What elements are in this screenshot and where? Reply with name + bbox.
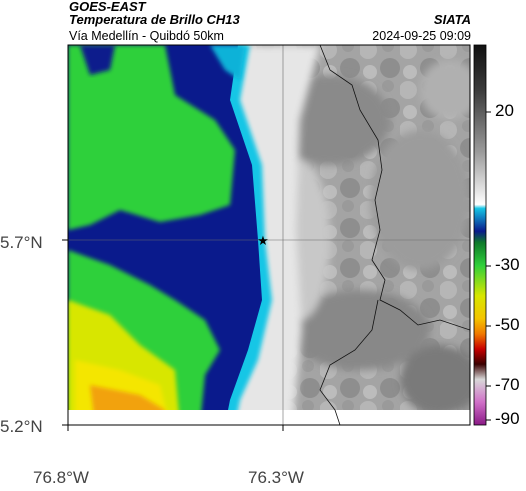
lon-tick-label: 76.8°W bbox=[33, 468, 89, 487]
region-subtitle: Vía Medellín - Quibdó 50km bbox=[69, 29, 224, 43]
organization-label: SIATA bbox=[433, 12, 471, 27]
brightness-temperature-field bbox=[68, 45, 470, 425]
admin-boundary bbox=[319, 299, 379, 425]
colorbar-label: -70 bbox=[495, 375, 520, 394]
product-title: Temperatura de Brillo CH13 bbox=[69, 12, 240, 27]
lat-tick-label: 5.7°N bbox=[0, 233, 43, 252]
timestamp: 2024-09-25 09:09 bbox=[372, 29, 471, 43]
colorbar-label: 20 bbox=[495, 101, 514, 120]
lat-tick-label: 5.2°N bbox=[0, 417, 43, 436]
colorbar-label: -50 bbox=[495, 315, 520, 334]
admin-boundary bbox=[319, 45, 470, 331]
colorbar-label: -90 bbox=[495, 409, 520, 428]
lon-tick-label: 76.3°W bbox=[248, 468, 304, 487]
satellite-name: GOES-EAST bbox=[69, 0, 146, 14]
colorbar-label: -30 bbox=[495, 255, 520, 274]
colorbar bbox=[473, 44, 487, 426]
star-icon: ★ bbox=[257, 233, 269, 248]
